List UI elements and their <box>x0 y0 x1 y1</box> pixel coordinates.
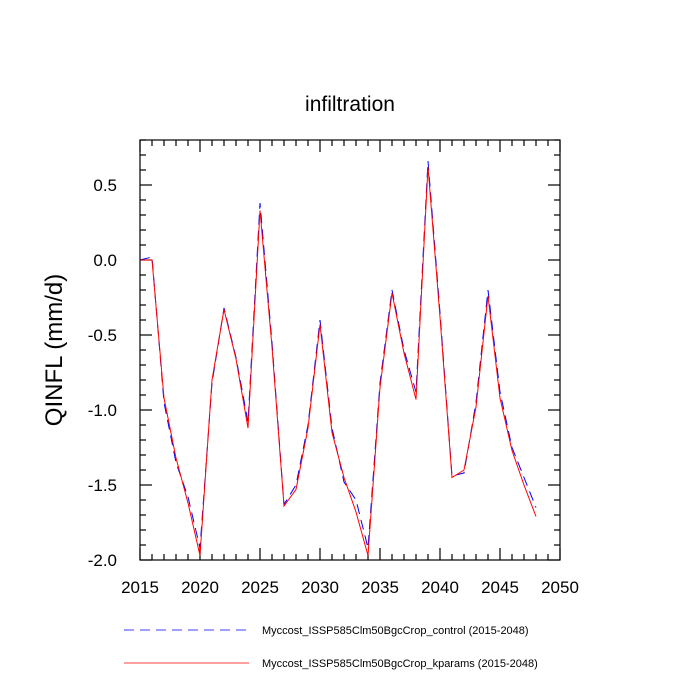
series-line-control <box>139 160 537 549</box>
chart-title: infiltration <box>305 93 395 116</box>
y-axis-label: QINFL (mm/d) <box>41 274 68 426</box>
y-tick-label: -2.0 <box>88 551 117 570</box>
legend: Myccost_ISSP585Clm50BgcCrop_control (201… <box>124 625 538 670</box>
y-tick-label: 0.0 <box>93 251 117 270</box>
legend-label-control: Myccost_ISSP585Clm50BgcCrop_control (201… <box>262 625 529 637</box>
series-line-kparams <box>140 166 537 556</box>
x-tick-label: 2050 <box>541 578 579 597</box>
y-tick-label: -1.0 <box>88 401 117 420</box>
axis-tick-labels: 2015 2020 2025 2030 2035 2040 2045 2050 -2.0 -1.5… <box>88 176 579 597</box>
x-tick-label: 2030 <box>301 578 339 597</box>
series-lines <box>139 160 537 556</box>
axis-ticks <box>139 139 561 561</box>
x-tick-label: 2045 <box>481 578 519 597</box>
legend-label-kparams: Myccost_ISSP585Clm50BgcCrop_kparams (201… <box>262 658 538 670</box>
x-tick-label: 2040 <box>421 578 459 597</box>
x-tick-label: 2035 <box>361 578 399 597</box>
y-tick-label: -0.5 <box>88 326 117 345</box>
y-tick-label: -1.5 <box>88 476 117 495</box>
y-tick-label: 0.5 <box>93 176 117 195</box>
plot-frame <box>139 139 561 561</box>
x-tick-label: 2015 <box>121 578 159 597</box>
x-tick-label: 2020 <box>181 578 219 597</box>
x-tick-label: 2025 <box>241 578 279 597</box>
